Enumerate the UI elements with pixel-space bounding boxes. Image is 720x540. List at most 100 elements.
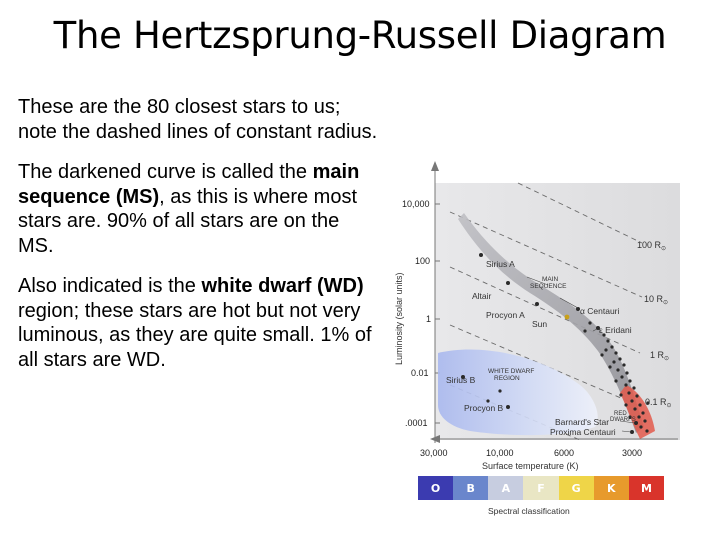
star-dot	[637, 415, 641, 419]
slide-title: The Hertzsprung-Russell Diagram	[53, 14, 667, 57]
spectral-caption: Spectral classification	[488, 506, 570, 516]
radius-label-1-text: 1 R	[650, 350, 665, 360]
star-dot	[620, 375, 624, 379]
p3-post: region; these stars are hot but not very…	[18, 299, 372, 371]
p2-bold: main sequence (MS)	[18, 161, 360, 208]
main-sequence-band	[458, 213, 644, 433]
p2-post: , as this is where most stars are. 90% o…	[18, 185, 357, 257]
star-dot	[602, 333, 606, 337]
label-main-sequence-2: SEQUENCE	[530, 283, 567, 290]
star-dot	[641, 411, 645, 415]
star-alpha-centauri	[576, 307, 580, 311]
label-main-sequence-1: MAIN	[542, 276, 559, 283]
white-dwarf-region	[438, 349, 598, 436]
y-tick-10000: 10,000	[402, 199, 430, 209]
paragraph-80-closest-stars: These are the 80 closest stars to us; no…	[18, 95, 380, 144]
spectral-class-a: A	[488, 476, 524, 500]
star-sun	[564, 314, 570, 320]
radius-label-100-text: 100 R	[637, 240, 662, 250]
x-axis-arrow	[430, 435, 440, 443]
star-dot	[610, 345, 614, 349]
radius-line-100	[517, 182, 643, 244]
label-white-dwarf-1: WHITE DWARF	[488, 368, 534, 375]
star-procyon-b	[506, 405, 510, 409]
x-tick-6000: 6000	[554, 448, 574, 458]
star-dot	[639, 425, 643, 429]
star-dot	[612, 360, 616, 364]
star-dot	[583, 329, 587, 333]
radius-label-10-text: 10 R	[644, 294, 664, 304]
radius-label-10: 10 R⊙	[644, 294, 668, 306]
star-dot	[645, 429, 649, 433]
star-dot	[606, 339, 610, 343]
label-red-dwarfs-1: RED	[614, 411, 627, 417]
label-procyon-a: Procyon A	[486, 310, 525, 320]
star-dot	[633, 407, 637, 411]
star-dot	[604, 348, 608, 352]
y-tick-1: 1	[426, 314, 431, 324]
label-barnards-star: Barnard's Star	[555, 417, 609, 427]
star-dot	[643, 419, 647, 423]
red-dwarf-region	[620, 385, 655, 439]
x-tick-3000: 3000	[622, 448, 642, 458]
paragraph-main-sequence: The darkened curve is called the main se…	[18, 160, 380, 258]
label-white-dwarf-2: REGION	[494, 375, 520, 382]
x-tick-30000: 30,000	[420, 448, 448, 458]
spectral-class-g: G	[558, 476, 594, 500]
p3-pre: Also indicated is the	[18, 275, 202, 297]
label-sirius-b: Sirius B	[446, 375, 476, 385]
spectral-class-k: K	[593, 476, 629, 500]
p1-text: These are the 80 closest stars to us; no…	[18, 96, 378, 143]
spectral-class-b: B	[453, 476, 489, 500]
star-dot	[628, 415, 632, 419]
y-tick-0001: .0001	[405, 418, 428, 428]
radius-label-1: 1 R⊙	[650, 350, 669, 362]
radius-line-10	[449, 211, 643, 298]
star-dot	[608, 365, 612, 369]
label-procyon-b: Procyon B	[464, 403, 504, 413]
x-axis-label: Surface temperature (K)	[482, 461, 579, 471]
y-tick-0-01: 0.01	[411, 368, 429, 378]
star-dot	[619, 393, 623, 397]
radius-label-0-1: 0.1 R⊙	[645, 397, 672, 409]
label-sun: Sun	[532, 319, 547, 329]
label-proxima-centauri: Proxima Centauri	[550, 427, 616, 437]
star-dot	[638, 403, 642, 407]
star-dot	[618, 357, 622, 361]
star-dot	[646, 401, 650, 405]
spectral-letter: B	[466, 481, 475, 495]
radius-label-100: 100 R⊙	[637, 240, 666, 252]
star-dot	[624, 383, 628, 387]
star-proxima	[630, 430, 634, 434]
radius-line-1	[449, 266, 641, 354]
star-dot	[632, 386, 636, 390]
star-dot	[486, 399, 490, 403]
star-dot	[498, 389, 502, 393]
x-tick-10000: 10,000	[486, 448, 514, 458]
spectral-class-f: F	[523, 476, 559, 500]
star-dot	[588, 321, 592, 325]
star-dot	[628, 379, 632, 383]
spectral-class-o: O	[418, 476, 454, 500]
star-dot	[635, 394, 639, 398]
star-dot	[600, 353, 604, 357]
star-dot	[616, 368, 620, 372]
star-sirius-a	[479, 253, 483, 257]
p3-bold: white dwarf (WD)	[201, 275, 364, 297]
hr-diagram: Luminosity (solar units) 10,000 100 1 0.…	[394, 161, 680, 471]
star-procyon-a	[535, 302, 539, 306]
label-altair: Altair	[472, 291, 492, 301]
star-dot	[614, 351, 618, 355]
sun-symbol: ⊙	[667, 403, 672, 409]
sun-symbol: ⊙	[663, 300, 668, 306]
spectral-letter: G	[571, 481, 581, 495]
label-sirius-a: Sirius A	[486, 259, 515, 269]
star-barnard	[634, 421, 638, 425]
label-eridani: ε Eridani	[599, 325, 632, 335]
star-dot	[614, 379, 618, 383]
y-axis-arrow	[431, 161, 439, 171]
label-red-dwarfs-2: DWARFS	[610, 417, 636, 423]
radius-line-0-1	[449, 324, 643, 408]
sun-symbol: ⊙	[661, 246, 666, 252]
star-dot	[622, 363, 626, 367]
